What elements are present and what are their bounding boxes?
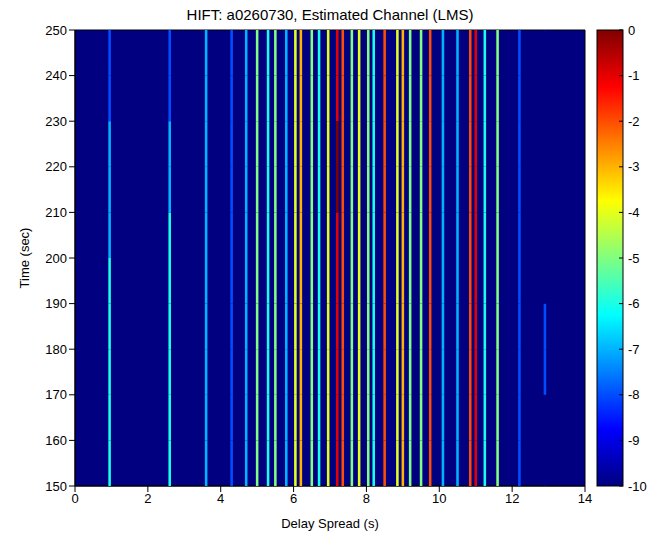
svg-text:-1: -1 xyxy=(628,68,640,83)
svg-text:-7: -7 xyxy=(628,342,640,357)
svg-text:-5: -5 xyxy=(628,251,640,266)
svg-text:Delay Spread (s): Delay Spread (s) xyxy=(281,516,379,531)
svg-text:150: 150 xyxy=(45,479,67,494)
svg-text:6: 6 xyxy=(290,491,297,506)
svg-text:2: 2 xyxy=(144,491,151,506)
svg-text:230: 230 xyxy=(45,114,67,129)
svg-text:-4: -4 xyxy=(628,205,640,220)
svg-text:-2: -2 xyxy=(628,114,640,129)
svg-text:170: 170 xyxy=(45,387,67,402)
svg-text:210: 210 xyxy=(45,205,67,220)
svg-text:-10: -10 xyxy=(628,479,647,494)
svg-text:8: 8 xyxy=(363,491,370,506)
svg-text:-8: -8 xyxy=(628,387,640,402)
svg-text:190: 190 xyxy=(45,296,67,311)
svg-text:14: 14 xyxy=(578,491,592,506)
svg-text:240: 240 xyxy=(45,68,67,83)
svg-text:10: 10 xyxy=(432,491,446,506)
svg-text:250: 250 xyxy=(45,23,67,38)
svg-text:160: 160 xyxy=(45,433,67,448)
svg-text:0: 0 xyxy=(71,491,78,506)
html-text:HIFT: a0260730, Estimated Chan: HIFT: a0260730, Estimated Channel (LMS) xyxy=(186,6,474,23)
svg-text:200: 200 xyxy=(45,251,67,266)
svg-text:0: 0 xyxy=(628,23,635,38)
svg-text:Time (sec): Time (sec) xyxy=(17,228,32,289)
svg-text:4: 4 xyxy=(217,491,224,506)
svg-text:-3: -3 xyxy=(628,159,640,174)
svg-text:-6: -6 xyxy=(628,296,640,311)
svg-text:12: 12 xyxy=(505,491,519,506)
svg-text:-9: -9 xyxy=(628,433,640,448)
svg-text:220: 220 xyxy=(45,159,67,174)
svg-text:180: 180 xyxy=(45,342,67,357)
